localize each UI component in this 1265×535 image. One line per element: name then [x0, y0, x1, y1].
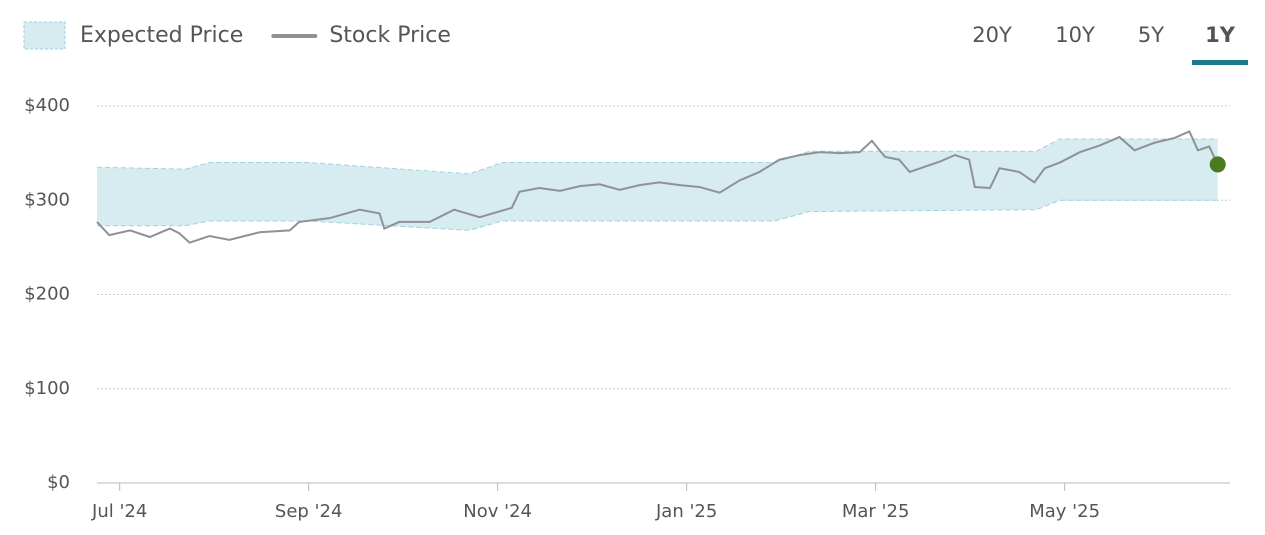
active-underline: [1192, 60, 1248, 65]
x-tick-label: May '25: [1029, 501, 1100, 522]
x-tick-label: Mar '25: [842, 501, 910, 522]
legend-label: Expected Price: [80, 23, 243, 48]
expected-band: [97, 138, 1218, 231]
range-button[interactable]: 1Y: [1205, 23, 1236, 47]
x-tick-label: Jan '25: [655, 501, 717, 522]
y-tick-label: $300: [24, 189, 70, 210]
y-tick-label: $400: [24, 95, 70, 116]
last-point: [1209, 156, 1226, 173]
range-button[interactable]: 5Y: [1138, 23, 1164, 47]
range-button[interactable]: 20Y: [972, 23, 1012, 47]
legend-label: Stock Price: [329, 23, 451, 48]
legend-swatch: [23, 21, 66, 50]
stock-line: [96, 130, 1219, 244]
range-button[interactable]: 10Y: [1055, 23, 1095, 47]
x-tick-label: Jul '24: [91, 501, 147, 522]
expected-high: [96, 138, 1218, 175]
y-tick-label: $200: [24, 284, 70, 305]
x-tick-label: Nov '24: [463, 501, 532, 522]
y-tick-label: $0: [47, 472, 70, 493]
x-tick-label: Sep '24: [275, 501, 343, 522]
y-tick-label: $100: [24, 378, 70, 399]
expected-low: [97, 199, 1218, 231]
